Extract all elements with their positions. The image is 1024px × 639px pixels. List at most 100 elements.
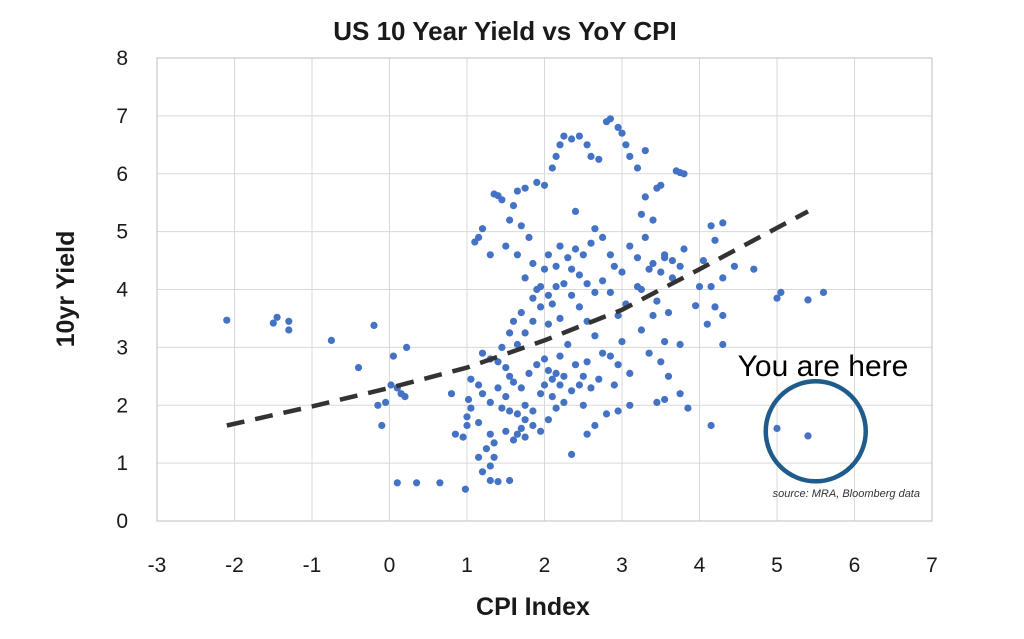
data-point [719, 219, 727, 227]
data-point [571, 361, 580, 369]
data-point [664, 309, 673, 317]
data-point [537, 390, 545, 398]
data-point [544, 416, 553, 424]
data-point [707, 421, 715, 430]
data-point [537, 303, 545, 311]
x-tick-label: -3 [148, 554, 167, 577]
data-point [626, 369, 634, 377]
data-point [599, 233, 607, 241]
data-point [804, 432, 812, 440]
data-point [676, 390, 684, 398]
data-point [579, 401, 587, 409]
data-point [591, 288, 599, 296]
data-point [478, 468, 487, 476]
data-point [548, 375, 556, 383]
data-point [552, 404, 560, 412]
plot-area [156, 57, 933, 522]
data-point [560, 398, 568, 406]
data-point [475, 419, 483, 427]
annotation-text: You are here [738, 350, 909, 383]
data-point [661, 254, 669, 262]
data-point [711, 303, 719, 311]
data-point [676, 340, 684, 349]
data-point [657, 181, 665, 189]
data-point [575, 303, 584, 311]
data-point [575, 381, 584, 389]
data-point [502, 393, 510, 401]
y-tick-label: 2 [116, 394, 128, 417]
x-tick-label: 4 [694, 554, 706, 577]
x-tick-label: -1 [303, 554, 322, 577]
data-point [680, 245, 688, 253]
data-point [223, 316, 231, 324]
data-point [540, 181, 549, 189]
data-point [668, 274, 677, 282]
data-point [529, 421, 537, 430]
data-point [475, 381, 483, 389]
data-point [506, 476, 514, 485]
data-point [719, 340, 727, 349]
data-point [467, 375, 475, 383]
data-point [327, 336, 335, 344]
data-point [560, 280, 568, 288]
y-axis-label: 10yr Yield [52, 231, 80, 348]
data-point [610, 262, 618, 270]
data-point [544, 320, 553, 328]
x-axis-ticks: -3 -2 -1 0 1 2 3 4 5 6 7 [148, 554, 938, 577]
grid [156, 57, 933, 522]
data-point [614, 311, 622, 320]
data-point [509, 378, 518, 386]
data-point [544, 251, 553, 259]
data-point [486, 476, 494, 485]
data-point [556, 381, 564, 389]
data-point [482, 445, 490, 453]
data-point [560, 132, 568, 140]
data-point [606, 251, 615, 259]
data-point [378, 421, 386, 430]
data-point [626, 401, 634, 409]
data-point [614, 123, 622, 131]
data-point [525, 233, 533, 241]
data-point [571, 245, 580, 253]
data-point [587, 152, 595, 160]
data-point [486, 251, 494, 259]
data-point [692, 302, 700, 310]
x-tick-label: 3 [616, 554, 628, 577]
data-point [568, 135, 576, 143]
x-tick-label: -2 [225, 554, 244, 577]
data-point [583, 141, 591, 149]
data-point [568, 450, 576, 458]
data-point [564, 340, 572, 349]
data-point [668, 257, 677, 265]
data-point [459, 433, 467, 441]
data-point [513, 251, 522, 259]
data-point [684, 404, 692, 412]
data-point [575, 132, 584, 140]
data-point [521, 329, 529, 337]
data-point [475, 233, 483, 241]
data-point [461, 485, 469, 493]
data-point [517, 309, 525, 317]
data-point [552, 262, 560, 270]
data-point [657, 358, 665, 366]
data-point [521, 274, 529, 282]
data-point [707, 222, 715, 230]
data-point [273, 313, 281, 321]
data-point [498, 404, 506, 412]
data-point [773, 424, 781, 432]
data-point [552, 152, 560, 160]
data-point [653, 398, 661, 406]
data-point [633, 164, 642, 172]
data-point [552, 369, 560, 377]
data-point [653, 297, 661, 305]
data-point [641, 147, 649, 155]
data-point [633, 283, 642, 291]
data-point [540, 381, 549, 389]
data-point [637, 210, 646, 218]
y-tick-label: 3 [116, 336, 128, 359]
data-point [626, 242, 634, 250]
data-point [773, 294, 781, 302]
data-point [606, 352, 615, 360]
data-point [583, 430, 591, 438]
